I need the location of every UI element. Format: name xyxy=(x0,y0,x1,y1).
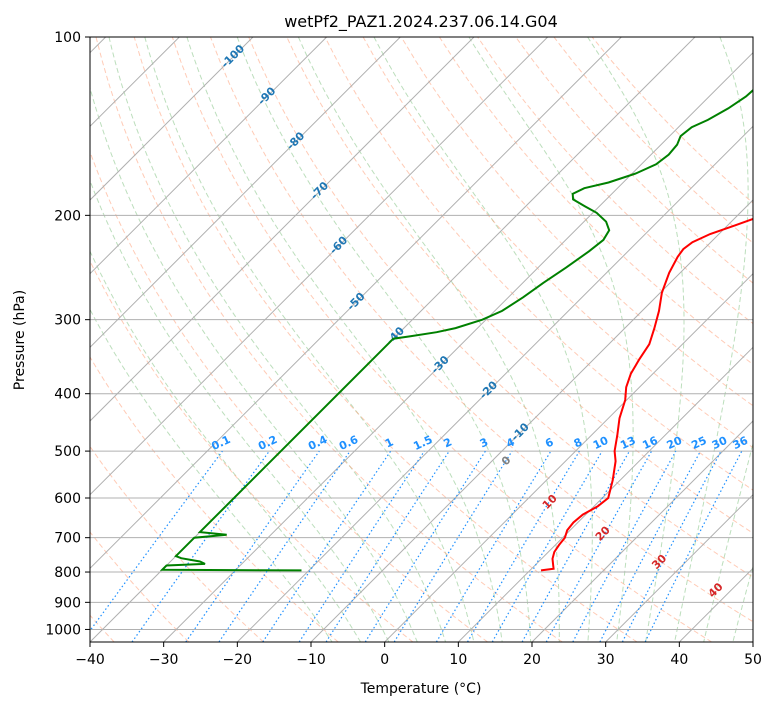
x-axis-label: Temperature (°C) xyxy=(360,681,482,697)
mixing-ratio-line xyxy=(572,450,677,642)
x-axis: −40 −30 −20 −10 0 10 20 30 40 50 xyxy=(75,642,762,668)
mixing-ratio-line xyxy=(545,450,653,642)
dry-adiabat xyxy=(133,37,638,642)
moist-adiabat xyxy=(587,37,685,642)
isotherm-line xyxy=(457,346,753,642)
x-tick-label: −10 xyxy=(296,652,326,668)
y-axis: 100 200 300 400 500 600 700 800 900 1000 xyxy=(45,30,90,638)
mixing-ratio-label: 13 xyxy=(618,434,637,452)
moist-adiabat xyxy=(90,86,418,642)
mixing-ratio-line xyxy=(185,450,320,642)
dry-adiabat xyxy=(400,37,753,407)
mixing-ratio-label: 30 xyxy=(710,434,730,452)
moist-adiabat xyxy=(90,250,362,642)
mixing-ratio-line xyxy=(393,450,513,642)
dry-adiabat xyxy=(90,531,190,642)
isotherm-line xyxy=(163,51,753,642)
y-tick-label: 600 xyxy=(54,491,81,507)
dry-adiabat xyxy=(90,150,488,642)
temperature-profile xyxy=(540,217,753,572)
mixing-ratio-line xyxy=(298,450,425,642)
isotherm-line xyxy=(90,37,401,349)
dry-adiabat xyxy=(210,37,753,623)
x-tick-label: 10 xyxy=(449,652,467,668)
x-tick-label: −30 xyxy=(149,652,179,668)
isotherm-line xyxy=(90,37,475,422)
mixing-ratio-label: 20 xyxy=(665,434,685,452)
x-tick-label: −40 xyxy=(75,652,105,668)
moist-adiabat xyxy=(90,179,390,642)
isotherm-line xyxy=(310,199,753,642)
y-tick-label: 900 xyxy=(54,595,81,611)
x-tick-label: 30 xyxy=(597,652,615,668)
dry-adiabat xyxy=(324,37,753,491)
y-tick-label: 1000 xyxy=(45,622,81,638)
mixing-ratio-line xyxy=(218,450,351,642)
mixing-ratio-line xyxy=(644,450,743,642)
plot-frame xyxy=(89,36,754,643)
moist-adiabat xyxy=(674,37,749,642)
y-tick-label: 800 xyxy=(54,565,81,581)
y-tick-label: 500 xyxy=(54,444,81,460)
moist-adiabats xyxy=(90,37,753,642)
dry-adiabat xyxy=(515,37,753,284)
mixing-ratio-lines xyxy=(90,450,743,642)
isotherm-line xyxy=(236,125,753,642)
mixing-ratio-line xyxy=(90,450,223,632)
isotherm-line xyxy=(90,37,328,275)
mixing-ratio-line xyxy=(262,450,392,642)
x-tick-label: −20 xyxy=(223,652,253,668)
mixing-ratio-label: 16 xyxy=(640,434,660,452)
isotherm-line xyxy=(90,37,549,496)
moist-adiabat xyxy=(297,37,560,642)
y-tick-label: 100 xyxy=(54,30,81,46)
x-tick-label: 40 xyxy=(670,652,688,668)
moist-adiabat xyxy=(236,37,532,642)
mixing-ratio-line xyxy=(325,450,450,642)
moist-adiabat xyxy=(90,308,333,642)
isotherm-line xyxy=(90,37,622,570)
mixing-ratio-line xyxy=(521,450,631,642)
moist-adiabat xyxy=(703,441,753,642)
dry-adiabat xyxy=(90,356,339,642)
isotherm-line xyxy=(531,420,753,642)
y-tick-label: 200 xyxy=(54,208,81,224)
isotherm-line xyxy=(384,272,753,642)
dry-adiabat xyxy=(438,37,753,366)
isotherm-line xyxy=(90,37,254,201)
dewpoint-profile xyxy=(159,88,753,572)
mixing-ratio-label: 36 xyxy=(731,434,751,452)
dry-adiabat xyxy=(90,445,264,642)
x-tick-label: 20 xyxy=(523,652,541,668)
isotherm-line xyxy=(605,493,753,642)
mixing-ratio-label: 25 xyxy=(689,434,708,452)
x-tick-label: 50 xyxy=(744,652,762,668)
y-axis-label: Pressure (hPa) xyxy=(12,290,28,390)
profile-series xyxy=(159,88,753,572)
mixing-ratio-label: 10 xyxy=(591,434,611,452)
moist-adiabat xyxy=(186,37,503,642)
dry-adiabat xyxy=(248,37,753,578)
dry-adiabat xyxy=(171,37,712,642)
moist-adiabat xyxy=(108,37,447,642)
dry-adiabat xyxy=(95,37,563,642)
chart-title: wetPf2_PAZ1.2024.237.06.14.G04 xyxy=(284,12,558,32)
y-tick-label: 700 xyxy=(54,531,81,547)
moist-adiabat xyxy=(144,37,475,642)
moist-adiabat xyxy=(468,37,634,642)
x-tick-label: 0 xyxy=(380,652,389,668)
y-tick-label: 400 xyxy=(54,387,81,403)
moist-adiabat xyxy=(373,37,593,642)
y-tick-label: 300 xyxy=(54,313,81,329)
